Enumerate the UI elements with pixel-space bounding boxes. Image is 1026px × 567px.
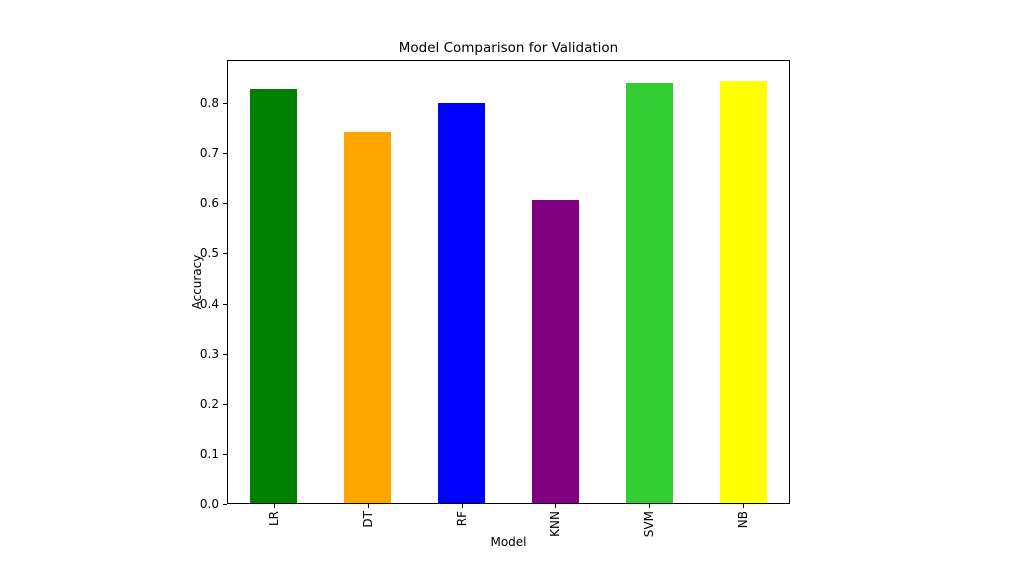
x-tick-label-RF: RF [454, 511, 469, 527]
x-axis-label: Model [490, 535, 527, 549]
y-tick-mark [223, 153, 227, 155]
y-tick-mark [223, 403, 227, 405]
x-tick-label-KNN: KNN [548, 511, 563, 537]
chart-title: Model Comparison for Validation [398, 40, 619, 56]
y-tick-mark [223, 303, 227, 305]
y-tick-label-0.5: 0.5 [199, 246, 219, 261]
y-tick-label-0.3: 0.3 [199, 346, 219, 361]
y-tick-mark [223, 504, 227, 505]
x-tick-label-LR: LR [266, 511, 281, 527]
y-tick-label-0.8: 0.8 [199, 96, 219, 111]
x-tick-mark [555, 504, 557, 508]
y-tick-mark [223, 103, 227, 105]
y-tick-label-0.7: 0.7 [199, 146, 219, 161]
x-tick-label-NB: NB [736, 511, 751, 529]
x-tick-mark [743, 504, 745, 508]
bar-NB [719, 80, 767, 503]
x-tick-label-DT: DT [360, 511, 375, 528]
y-axis-label: Accuracy [190, 254, 204, 310]
y-tick-label-0.0: 0.0 [199, 497, 219, 511]
x-tick-label-SVM: SVM [642, 511, 657, 538]
x-tick-mark [461, 504, 463, 508]
y-tick-label-0.4: 0.4 [199, 296, 219, 311]
y-tick-mark [223, 353, 227, 355]
bar-LR [250, 88, 298, 503]
y-tick-mark [223, 203, 227, 205]
x-tick-mark [273, 504, 275, 508]
y-tick-mark [223, 453, 227, 455]
y-tick-label-0.1: 0.1 [199, 446, 219, 461]
bar-DT [344, 132, 392, 503]
bar-RF [438, 103, 486, 503]
x-tick-mark [649, 504, 651, 508]
y-tick-label-0.6: 0.6 [199, 196, 219, 211]
bar-KNN [531, 200, 579, 503]
y-tick-mark [223, 253, 227, 255]
plot-area [227, 60, 790, 504]
bar-SVM [625, 83, 673, 503]
x-tick-mark [367, 504, 369, 508]
y-tick-label-0.2: 0.2 [199, 396, 219, 411]
